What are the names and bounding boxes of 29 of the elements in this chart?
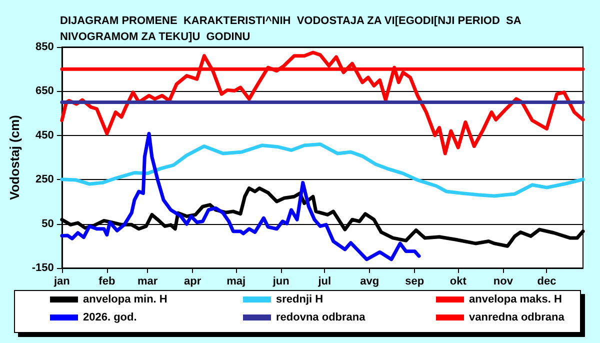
y-tick-label: 650 xyxy=(36,85,54,98)
x-tick-label: jun xyxy=(272,276,290,288)
x-tick-label: dec xyxy=(537,276,556,288)
y-tick-label: 450 xyxy=(36,129,54,142)
legend-label: 2026. god. xyxy=(83,312,137,324)
x-tick-label: apr xyxy=(184,276,202,288)
legend-label: vanredna odbrana xyxy=(469,312,566,324)
line-series xyxy=(60,132,421,262)
x-tick-label: nov xyxy=(493,276,514,288)
line-series xyxy=(60,142,585,198)
chart-title: DIJAGRAM PROMENE KARAKTERISTI^NIH VODOSTAJA ZA VI[EGODI[NJI PERIOD SA NIVOGRAMOM ZA TEKU]U GODINU xyxy=(60,15,524,43)
y-tick-label: -150 xyxy=(32,262,54,274)
y-tick-label: 850 xyxy=(36,41,54,53)
x-tick-label: jan xyxy=(52,276,70,288)
x-tick-label: sep xyxy=(405,276,424,288)
x-tick-label: feb xyxy=(98,276,116,288)
x-tick-label: avg xyxy=(360,276,380,288)
legend-label: redovna odbrana xyxy=(276,312,366,324)
y-axis-title: Vodostaj (cm) xyxy=(7,115,22,200)
legend-label: anvelopa min. H xyxy=(83,294,168,306)
legend-label: anvelopa maks. H xyxy=(469,294,562,306)
y-tick-label: 50 xyxy=(42,218,54,230)
x-tick-label: jul xyxy=(317,276,332,288)
x-tick-label: mar xyxy=(137,276,158,288)
legend-label: srednji H xyxy=(276,294,324,306)
x-tick-label: maj xyxy=(226,276,246,288)
line-series xyxy=(60,50,585,156)
x-tick-label: okt xyxy=(450,276,467,288)
y-tick-label: 250 xyxy=(36,174,54,186)
